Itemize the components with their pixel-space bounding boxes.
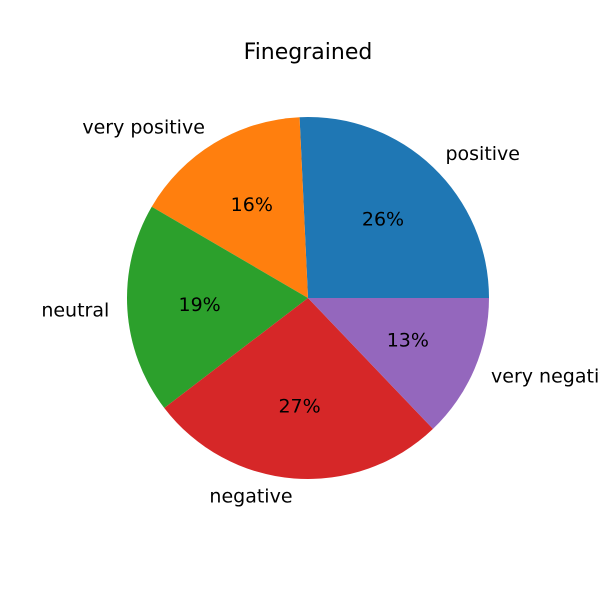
pie-slice-negative: [164, 298, 433, 480]
slice-category-label-very-negative: very negative: [491, 365, 600, 387]
pie-slice-very-negative: [308, 298, 489, 429]
pie-slice-very-positive: [151, 117, 308, 298]
slice-category-label-positive: positive: [445, 143, 520, 165]
chart-title: Finegrained: [244, 40, 373, 65]
slice-labels: 26% positive 16% very positive 19% neutral 27%…: [41, 117, 600, 508]
slice-pct-label-positive: 26%: [362, 208, 404, 230]
slice-category-label-negative: negative: [209, 485, 292, 507]
pie-slice-positive: [299, 116, 489, 299]
pie-slices: [126, 116, 489, 480]
pie-slice-neutral: [126, 206, 308, 408]
slice-pct-label-neutral: 19%: [178, 294, 220, 316]
slice-category-label-neutral: neutral: [41, 299, 109, 321]
slice-pct-label-very-positive: 16%: [231, 194, 273, 216]
slice-category-label-very-positive: very positive: [82, 117, 205, 139]
slice-pct-label-very-negative: 13%: [387, 330, 429, 352]
slice-pct-label-negative: 27%: [278, 395, 320, 417]
